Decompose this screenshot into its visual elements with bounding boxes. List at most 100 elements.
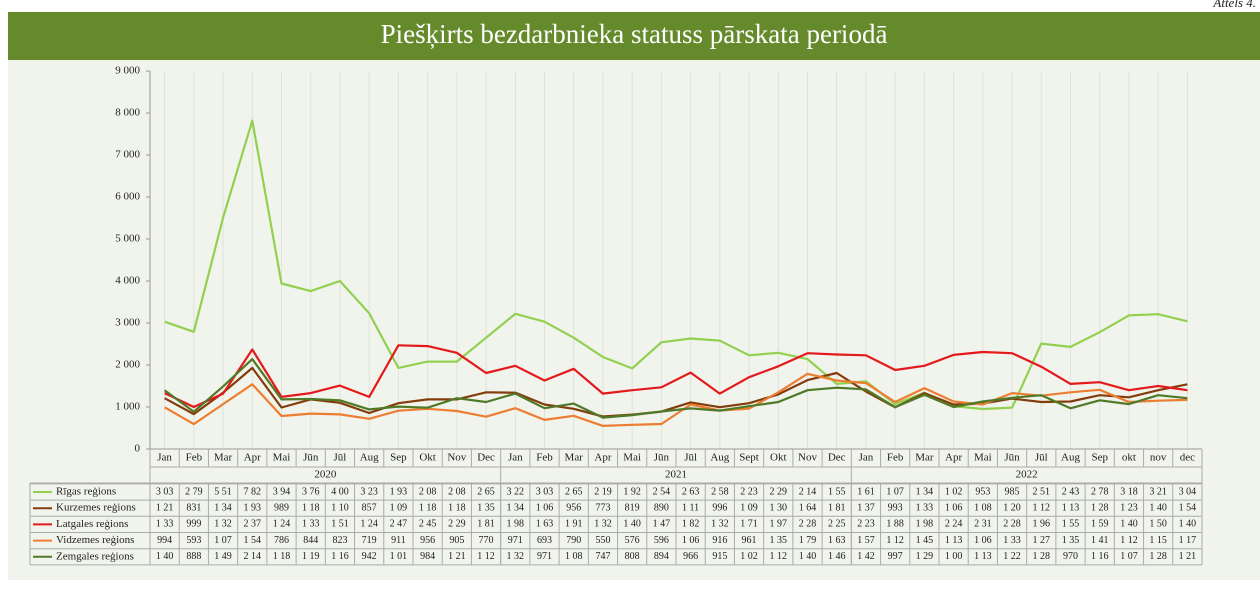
data-label: 1 55 <box>1062 519 1080 530</box>
y-tick-label: 3 000 <box>115 317 140 329</box>
data-label: 1 02 <box>740 551 758 562</box>
x-tick-label: Sep <box>1091 452 1108 464</box>
data-label: 2 47 <box>390 519 408 530</box>
data-label: 989 <box>274 502 289 513</box>
data-label: 1 81 <box>828 502 846 513</box>
legend-label: Kurzemes reģions <box>56 502 136 514</box>
data-label: 823 <box>332 535 347 546</box>
data-label: 2 25 <box>828 519 846 530</box>
data-label: 747 <box>595 551 610 562</box>
data-label: 2 51 <box>1033 486 1051 497</box>
data-label: 3 22 <box>507 486 525 497</box>
data-label: 1 18 <box>419 502 437 513</box>
title-banner <box>8 12 1260 60</box>
data-label: 1 19 <box>302 551 320 562</box>
data-label: 1 63 <box>828 535 846 546</box>
data-label: 693 <box>537 535 552 546</box>
data-label: 576 <box>625 535 640 546</box>
x-tick-label: Mar <box>565 452 584 464</box>
x-tick-label: Jan <box>157 452 172 464</box>
data-label: 2 63 <box>682 486 700 497</box>
data-label: 2 65 <box>565 486 583 497</box>
data-label: 844 <box>303 535 318 546</box>
x-group-label: 2020 <box>314 469 337 481</box>
data-label: 3 18 <box>1120 486 1138 497</box>
x-tick-label: Feb <box>536 452 553 464</box>
data-label: 857 <box>362 502 377 513</box>
data-label: 1 07 <box>214 535 232 546</box>
x-tick-label: Jan <box>859 452 874 464</box>
data-label: 1 18 <box>448 502 466 513</box>
data-label: 1 01 <box>390 551 408 562</box>
data-label: 1 40 <box>1120 519 1138 530</box>
data-label: 1 27 <box>1033 535 1051 546</box>
series-line <box>164 344 1188 409</box>
data-label: 1 13 <box>974 551 992 562</box>
y-tick-label: 1 000 <box>115 401 140 413</box>
x-tick-label: Aug <box>1061 452 1080 464</box>
x-tick-label: Nov <box>447 452 466 464</box>
x-tick-label: Okt <box>770 452 787 464</box>
data-label: 2 29 <box>448 519 466 530</box>
data-label: 1 45 <box>916 535 934 546</box>
data-label: 3 04 <box>1179 486 1197 497</box>
data-label: 1 97 <box>770 519 788 530</box>
data-label: 1 96 <box>1033 519 1051 530</box>
y-tick-label: 8 000 <box>115 107 140 119</box>
data-label: 2 28 <box>1003 519 1021 530</box>
data-label: 1 07 <box>1120 551 1138 562</box>
x-tick-label: Jūl <box>1035 452 1048 464</box>
data-label: 1 35 <box>477 502 495 513</box>
data-label: 1 51 <box>331 519 349 530</box>
series-line <box>164 372 1188 427</box>
data-label: 1 28 <box>1033 551 1051 562</box>
data-label: 7 82 <box>244 486 262 497</box>
x-tick-label: Jūn <box>1004 452 1020 464</box>
data-label: 2 14 <box>244 551 262 562</box>
data-label: 1 07 <box>886 486 904 497</box>
x-tick-label: Dec <box>828 452 846 464</box>
data-label: 1 50 <box>1149 519 1167 530</box>
series-line <box>163 358 1188 419</box>
y-tick-label: 5 000 <box>115 233 140 245</box>
data-label: 1 12 <box>1033 502 1051 513</box>
data-label: 1 63 <box>536 519 554 530</box>
data-label: 2 29 <box>770 486 788 497</box>
figure-label: Attēls 4. <box>1212 0 1256 10</box>
data-label: 1 47 <box>653 519 671 530</box>
data-label: 2 31 <box>974 519 992 530</box>
data-label: 1 54 <box>244 535 262 546</box>
data-label: 894 <box>654 551 669 562</box>
data-label: 1 29 <box>916 551 934 562</box>
data-label: 1 40 <box>1149 502 1167 513</box>
data-label: 808 <box>625 551 640 562</box>
data-label: 916 <box>712 535 727 546</box>
data-label: 773 <box>595 502 610 513</box>
data-label: 1 40 <box>799 551 817 562</box>
data-label: 1 46 <box>828 551 846 562</box>
data-label: 1 24 <box>273 519 291 530</box>
data-label: 1 11 <box>682 502 699 513</box>
data-label: 1 88 <box>886 519 904 530</box>
chart-background <box>8 60 1260 580</box>
data-label: 999 <box>186 519 201 530</box>
x-tick-label: Apr <box>244 452 261 464</box>
data-label: 1 41 <box>1091 535 1109 546</box>
data-label: 1 98 <box>916 519 934 530</box>
x-tick-label: nov <box>1150 452 1167 464</box>
data-label: 1 21 <box>1179 551 1197 562</box>
data-label: 790 <box>566 535 581 546</box>
data-label: 2 65 <box>477 486 495 497</box>
data-label: 1 17 <box>1179 535 1197 546</box>
data-label: 1 30 <box>770 502 788 513</box>
data-label: 2 24 <box>945 519 963 530</box>
data-label: 1 82 <box>682 519 700 530</box>
data-label: 1 00 <box>945 551 963 562</box>
data-label: 966 <box>683 551 698 562</box>
data-label: 1 32 <box>594 519 612 530</box>
x-tick-label: Aug <box>360 452 379 464</box>
data-label: 2 19 <box>594 486 612 497</box>
data-label: 4 00 <box>331 486 349 497</box>
x-tick-label: Feb <box>186 452 203 464</box>
